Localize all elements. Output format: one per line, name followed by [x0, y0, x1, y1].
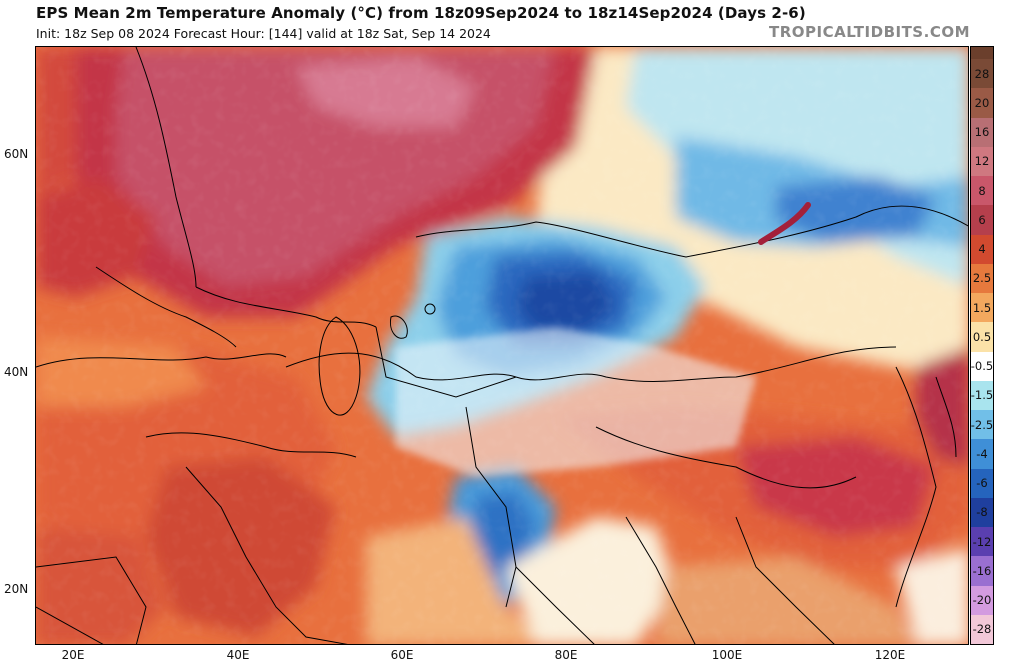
- colorbar-swatch: 1.5: [971, 293, 993, 323]
- lat-label-60n: 60N: [4, 147, 29, 161]
- colorbar-label: -1.5: [970, 388, 994, 403]
- lon-label-120e: 120E: [874, 648, 906, 662]
- map-title: EPS Mean 2m Temperature Anomaly (°C) fro…: [36, 4, 806, 22]
- colorbar-swatch: -16: [971, 556, 993, 586]
- lon-label-100e: 100E: [711, 648, 743, 662]
- colorbar-swatch: -28: [971, 614, 993, 644]
- map-subtitle: Init: 18z Sep 08 2024 Forecast Hour: [14…: [36, 26, 491, 41]
- colorbar-swatch: -20: [971, 585, 993, 615]
- colorbar-label: 12: [974, 154, 990, 169]
- anomaly-map-canvas: [36, 47, 968, 644]
- colorbar-legend: 28 20 16 12 8 6 4 2.5 1.5 0.5 -0.5 -1.5 -2.5 -4 -6 -8 -1…: [970, 46, 994, 645]
- colorbar-cap: [971, 47, 993, 59]
- colorbar-swatch: -4: [971, 439, 993, 469]
- country-borders: [36, 47, 968, 644]
- lat-label-40n: 40N: [4, 365, 29, 379]
- colorbar-label: -2.5: [970, 417, 994, 432]
- colorbar-label: 4: [978, 242, 986, 257]
- colorbar-swatch: -8: [971, 497, 993, 527]
- lat-label-20n: 20N: [4, 582, 29, 596]
- colorbar-label: 8: [978, 183, 986, 198]
- aral-sea-outline: [389, 315, 408, 339]
- colorbar-swatch: -12: [971, 527, 993, 557]
- colorbar-swatch: -0.5: [970, 351, 994, 381]
- colorbar-label: 2.5: [972, 271, 992, 286]
- colorbar-swatch: -1.5: [970, 380, 994, 410]
- colorbar-label: -12: [972, 534, 992, 549]
- brand-watermark[interactable]: TROPICALTIDBITS.COM: [769, 23, 970, 41]
- colorbar-label: -20: [972, 593, 992, 608]
- colorbar-label: 1.5: [972, 300, 992, 315]
- colorbar-label: 28: [974, 66, 990, 81]
- colorbar-label: 0.5: [972, 329, 992, 344]
- lake-baikal-anomaly: [758, 202, 811, 245]
- caspian-sea-outline: [318, 316, 361, 416]
- colorbar-label: -16: [972, 563, 992, 578]
- colorbar-label: 20: [974, 95, 990, 110]
- colorbar-swatch: -6: [971, 468, 993, 498]
- colorbar-swatch: 8: [971, 176, 993, 206]
- colorbar-label: -8: [976, 505, 988, 520]
- balkhash-lake-outline: [424, 303, 436, 315]
- colorbar-swatch: 12: [971, 146, 993, 176]
- lon-label-60e: 60E: [390, 648, 414, 662]
- colorbar-swatch: 0.5: [971, 322, 993, 352]
- colorbar-label: 16: [974, 125, 990, 140]
- lon-label-80e: 80E: [554, 648, 578, 662]
- colorbar-label: 6: [978, 212, 986, 227]
- colorbar-label: -0.5: [970, 359, 994, 374]
- anomaly-map: [35, 46, 969, 645]
- lon-label-20e: 20E: [61, 648, 85, 662]
- colorbar-swatch: 28: [971, 59, 993, 89]
- colorbar-swatch: 16: [971, 117, 993, 147]
- colorbar-swatch: 2.5: [971, 263, 993, 293]
- colorbar-swatch: 6: [971, 205, 993, 235]
- texture-overlay: [36, 47, 968, 644]
- colorbar-swatch: -2.5: [970, 410, 994, 440]
- colorbar-swatch: 4: [971, 234, 993, 264]
- lon-label-40e: 40E: [226, 648, 250, 662]
- colorbar-label: -28: [972, 622, 992, 637]
- colorbar-swatch: 20: [971, 88, 993, 118]
- colorbar-label: -6: [976, 476, 988, 491]
- colorbar-label: -4: [976, 446, 988, 461]
